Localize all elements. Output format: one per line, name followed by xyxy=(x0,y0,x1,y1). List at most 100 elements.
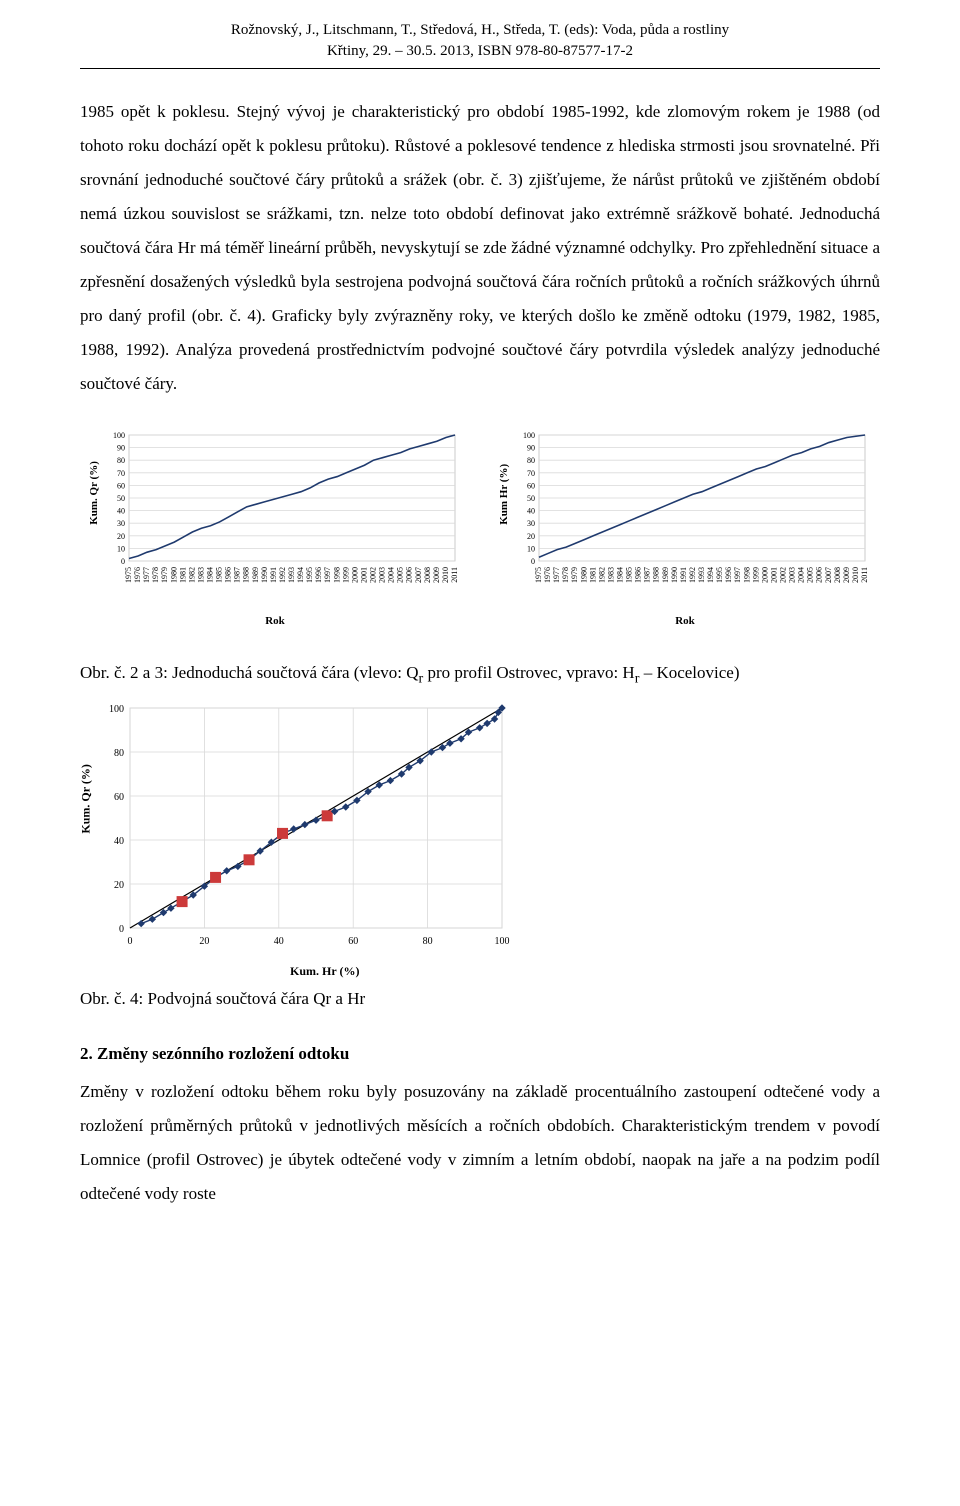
svg-text:100: 100 xyxy=(109,704,124,715)
svg-text:1985: 1985 xyxy=(625,567,634,583)
svg-text:2010: 2010 xyxy=(851,567,860,583)
svg-text:80: 80 xyxy=(527,456,535,465)
chart-4-cell: Kum. Qr (%) 020406080100020406080100 Kum… xyxy=(80,698,880,981)
svg-text:1999: 1999 xyxy=(341,567,350,583)
chart-4-ylabel: Kum. Qr (%) xyxy=(76,822,95,834)
svg-text:50: 50 xyxy=(527,494,535,503)
svg-text:2001: 2001 xyxy=(359,567,368,583)
charts-row-23: Kum. Qr (%) 0102030405060708090100197519… xyxy=(80,429,880,631)
svg-text:1998: 1998 xyxy=(742,567,751,583)
svg-text:1980: 1980 xyxy=(579,567,588,583)
svg-text:40: 40 xyxy=(117,507,125,516)
svg-text:1993: 1993 xyxy=(697,567,706,583)
svg-text:1992: 1992 xyxy=(278,567,287,583)
svg-text:2003: 2003 xyxy=(378,567,387,583)
chart-3-svg: 0102030405060708090100197519761977197819… xyxy=(511,429,871,609)
svg-text:80: 80 xyxy=(117,456,125,465)
svg-text:1986: 1986 xyxy=(634,567,643,583)
svg-text:2000: 2000 xyxy=(760,567,769,583)
svg-text:2000: 2000 xyxy=(350,567,359,583)
svg-text:60: 60 xyxy=(114,792,124,803)
svg-text:2005: 2005 xyxy=(806,567,815,583)
chart-2-ylabel: Kum. Qr (%) xyxy=(86,513,104,525)
svg-text:2009: 2009 xyxy=(842,567,851,583)
svg-text:2001: 2001 xyxy=(769,567,778,583)
svg-text:1982: 1982 xyxy=(597,567,606,583)
svg-text:1999: 1999 xyxy=(751,567,760,583)
svg-text:1983: 1983 xyxy=(196,567,205,583)
svg-text:1976: 1976 xyxy=(543,567,552,583)
svg-text:0: 0 xyxy=(128,936,133,947)
svg-text:1998: 1998 xyxy=(332,567,341,583)
svg-text:1992: 1992 xyxy=(688,567,697,583)
body-paragraphs: 1985 opět k poklesu. Stejný vývoj je cha… xyxy=(80,95,880,401)
chart-4-svg: 020406080100020406080100 xyxy=(92,698,512,958)
caption-fig-4: Obr. č. 4: Podvojná součtová čára Qr a H… xyxy=(80,985,880,1012)
svg-text:2004: 2004 xyxy=(387,567,396,583)
svg-text:10: 10 xyxy=(117,544,125,553)
section-2-heading: 2. Změny sezónního rozložení odtoku xyxy=(80,1040,880,1067)
svg-text:40: 40 xyxy=(527,507,535,516)
svg-text:30: 30 xyxy=(527,519,535,528)
svg-text:1986: 1986 xyxy=(224,567,233,583)
svg-text:80: 80 xyxy=(423,936,433,947)
svg-text:1991: 1991 xyxy=(269,567,278,583)
svg-text:40: 40 xyxy=(274,936,284,947)
svg-text:2007: 2007 xyxy=(414,567,423,583)
svg-text:20: 20 xyxy=(527,532,535,541)
svg-text:1978: 1978 xyxy=(561,567,570,583)
svg-text:90: 90 xyxy=(527,444,535,453)
svg-text:1995: 1995 xyxy=(715,567,724,583)
header-rule xyxy=(80,68,880,69)
svg-text:90: 90 xyxy=(117,444,125,453)
svg-text:1988: 1988 xyxy=(242,567,251,583)
svg-text:2011: 2011 xyxy=(450,567,459,583)
svg-text:40: 40 xyxy=(114,836,124,847)
svg-text:1994: 1994 xyxy=(296,567,305,583)
svg-text:30: 30 xyxy=(117,519,125,528)
svg-text:20: 20 xyxy=(199,936,209,947)
svg-text:10: 10 xyxy=(527,544,535,553)
svg-text:1981: 1981 xyxy=(178,567,187,583)
svg-text:1997: 1997 xyxy=(733,567,742,583)
svg-text:1994: 1994 xyxy=(706,567,715,583)
svg-text:1990: 1990 xyxy=(670,567,679,583)
svg-text:1979: 1979 xyxy=(160,567,169,583)
svg-text:1975: 1975 xyxy=(124,567,133,583)
svg-text:1977: 1977 xyxy=(552,567,561,583)
svg-text:1989: 1989 xyxy=(251,567,260,583)
svg-text:1980: 1980 xyxy=(169,567,178,583)
svg-text:50: 50 xyxy=(117,494,125,503)
svg-text:1995: 1995 xyxy=(305,567,314,583)
svg-text:1984: 1984 xyxy=(206,567,215,583)
svg-text:2003: 2003 xyxy=(788,567,797,583)
header-line-2: Křtiny, 29. – 30.5. 2013, ISBN 978-80-87… xyxy=(80,41,880,62)
svg-text:1991: 1991 xyxy=(679,567,688,583)
section-2-body: Změny v rozložení odtoku během roku byly… xyxy=(80,1075,880,1211)
svg-text:1984: 1984 xyxy=(616,567,625,583)
svg-text:1997: 1997 xyxy=(323,567,332,583)
caption-fig-2-3: Obr. č. 2 a 3: Jednoduchá součtová čára … xyxy=(80,659,880,690)
chart-3-ylabel: Kum Hr (%) xyxy=(496,513,514,525)
svg-text:70: 70 xyxy=(117,469,125,478)
svg-text:1990: 1990 xyxy=(260,567,269,583)
svg-text:60: 60 xyxy=(527,481,535,490)
svg-text:100: 100 xyxy=(113,431,125,440)
svg-text:1981: 1981 xyxy=(588,567,597,583)
svg-text:1988: 1988 xyxy=(652,567,661,583)
svg-text:1975: 1975 xyxy=(534,567,543,583)
svg-text:80: 80 xyxy=(114,748,124,759)
svg-text:2008: 2008 xyxy=(833,567,842,583)
svg-text:2004: 2004 xyxy=(797,567,806,583)
svg-text:1996: 1996 xyxy=(724,567,733,583)
svg-text:1987: 1987 xyxy=(233,567,242,583)
svg-text:1996: 1996 xyxy=(314,567,323,583)
svg-text:1993: 1993 xyxy=(287,567,296,583)
chart-3-cell: Kum Hr (%) 01020304050607080901001975197… xyxy=(490,429,880,631)
svg-text:1977: 1977 xyxy=(142,567,151,583)
svg-text:0: 0 xyxy=(121,557,125,566)
svg-text:100: 100 xyxy=(495,936,510,947)
svg-text:1985: 1985 xyxy=(215,567,224,583)
svg-text:0: 0 xyxy=(119,924,124,935)
svg-text:2006: 2006 xyxy=(405,567,414,583)
